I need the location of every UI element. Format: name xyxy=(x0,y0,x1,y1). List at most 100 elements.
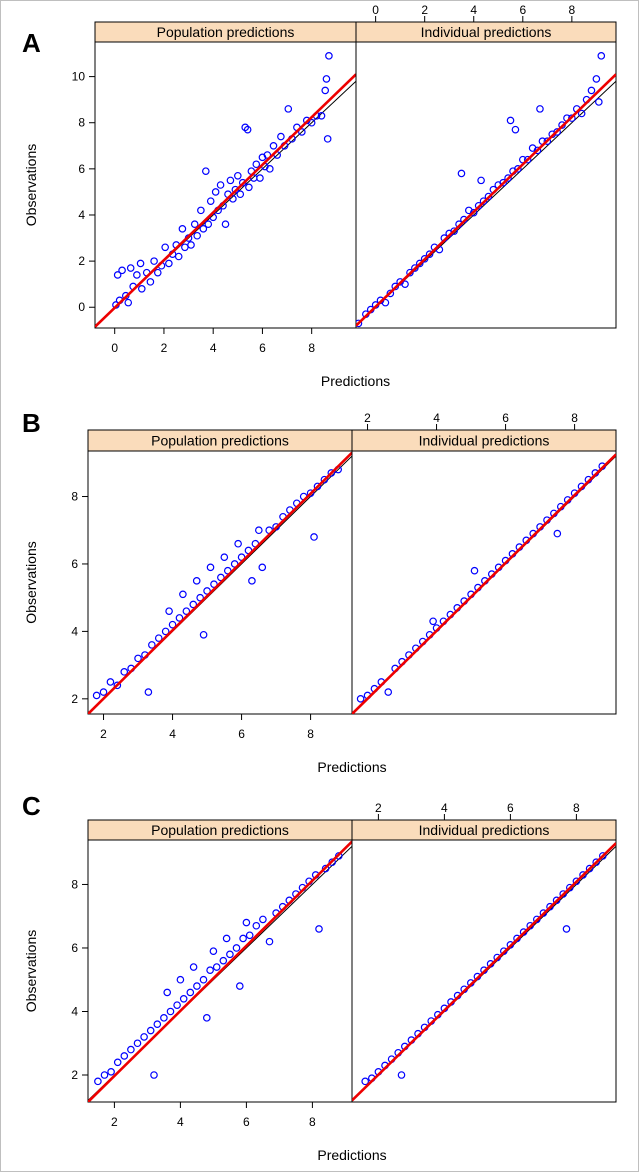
data-point xyxy=(166,1007,175,1016)
data-point xyxy=(120,1052,129,1060)
data-point xyxy=(323,135,332,143)
data-point xyxy=(568,114,576,122)
data-point xyxy=(572,877,581,886)
facet-population: Population predictions 2 4 6 8 xyxy=(87,819,353,1129)
x-tick-label: 2 xyxy=(421,3,428,17)
fit-line xyxy=(88,451,352,714)
y-tick-label: 10 xyxy=(72,70,86,84)
data-point xyxy=(577,109,586,118)
data-point xyxy=(221,220,230,229)
data-point xyxy=(181,243,189,252)
facet-individual: Individual predictions 0 2 4 6 8 xyxy=(355,3,617,329)
data-point xyxy=(252,921,261,930)
x-tick-label: 8 xyxy=(569,3,576,17)
data-point xyxy=(259,915,267,924)
facet-title: Population predictions xyxy=(151,433,289,449)
data-point xyxy=(234,539,242,548)
data-point xyxy=(146,278,155,286)
data-point xyxy=(310,533,318,541)
data-point xyxy=(559,890,568,898)
plot-area xyxy=(352,842,616,1102)
data-point xyxy=(504,174,512,182)
data-point xyxy=(386,289,395,298)
data-point xyxy=(450,227,458,235)
data-point xyxy=(317,112,326,120)
x-axis-title: Predictions xyxy=(317,759,386,775)
data-point xyxy=(406,268,414,277)
data-point xyxy=(356,695,365,703)
data-point xyxy=(266,165,274,173)
data-point xyxy=(325,52,333,60)
data-point xyxy=(209,947,218,955)
data-point xyxy=(136,259,145,268)
data-point xyxy=(245,931,254,940)
data-point xyxy=(144,688,153,696)
data-point xyxy=(258,563,267,572)
data-point xyxy=(216,181,225,189)
data-point xyxy=(160,1014,168,1022)
y-tick-label: 6 xyxy=(78,162,85,176)
data-point xyxy=(190,220,199,229)
data-point xyxy=(523,155,532,164)
facet-title: Individual predictions xyxy=(419,433,550,449)
data-point xyxy=(199,630,208,639)
data-point xyxy=(199,225,208,233)
panel-letter: C xyxy=(22,791,41,821)
facet-title: Individual predictions xyxy=(419,822,550,838)
y-axis-title: Observations xyxy=(23,144,39,226)
data-point xyxy=(511,125,520,134)
y-tick-label: 8 xyxy=(78,116,85,130)
data-point xyxy=(425,250,434,258)
y-tick-label: 2 xyxy=(71,1068,78,1082)
data-point xyxy=(477,176,485,185)
data-point xyxy=(113,681,122,690)
x-tick-label: 6 xyxy=(502,411,509,425)
data-point xyxy=(140,1033,148,1041)
facet-individual: Individual predictions 2 4 6 8 xyxy=(351,411,617,715)
data-point xyxy=(193,231,201,240)
x-tick-label: 6 xyxy=(519,3,526,17)
data-point xyxy=(217,573,225,582)
data-point xyxy=(265,937,274,946)
fit-line xyxy=(352,453,616,714)
data-point xyxy=(206,966,214,975)
fit-line xyxy=(95,73,356,328)
data-point xyxy=(99,688,108,696)
y-axis-title: Observations xyxy=(23,930,39,1012)
data-point xyxy=(168,620,177,629)
data-point xyxy=(175,614,184,622)
panel-letter: A xyxy=(22,28,41,58)
x-tick-label: 6 xyxy=(507,801,514,815)
data-point xyxy=(236,190,245,199)
y-tick-label: 4 xyxy=(71,624,78,638)
data-point xyxy=(543,137,552,145)
data-point xyxy=(107,1068,115,1076)
data-point xyxy=(411,264,419,272)
data-point xyxy=(220,553,229,562)
x-axis-title: Predictions xyxy=(321,373,390,389)
data-point xyxy=(232,944,241,952)
data-point xyxy=(252,160,261,169)
data-point xyxy=(94,1077,102,1086)
data-point xyxy=(196,593,204,602)
data-point xyxy=(92,691,101,700)
data-point xyxy=(189,600,198,609)
data-point xyxy=(133,1039,142,1048)
data-point xyxy=(161,627,170,636)
data-point xyxy=(165,259,173,268)
data-point xyxy=(126,264,135,272)
y-axis-title: Observations xyxy=(23,541,39,623)
plot-frame xyxy=(351,450,617,715)
data-point xyxy=(391,282,400,291)
data-point xyxy=(592,75,601,83)
data-point xyxy=(238,178,247,187)
data-point xyxy=(178,225,187,233)
data-point xyxy=(163,988,172,997)
data-point xyxy=(298,128,306,136)
data-point xyxy=(328,858,337,867)
fit-line xyxy=(88,840,352,1102)
x-tick-label: 4 xyxy=(210,341,217,355)
y-tick-label: 2 xyxy=(71,692,78,706)
x-tick-label: 6 xyxy=(238,727,245,741)
